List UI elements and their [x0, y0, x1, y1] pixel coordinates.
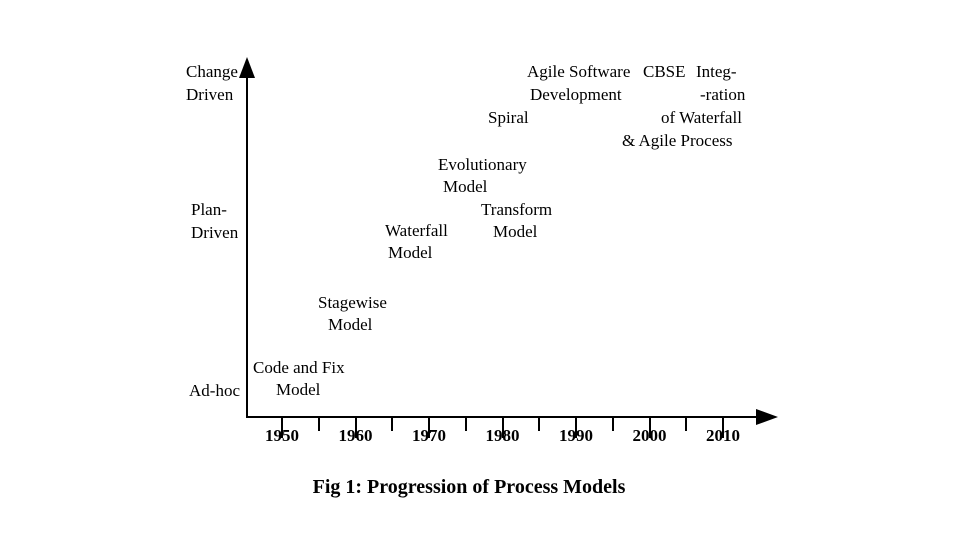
annotation-waterfall-model: Waterfall — [385, 221, 448, 240]
x-axis-tick-label: 1990 — [559, 426, 593, 445]
annotation-cbse: CBSE — [643, 62, 686, 81]
x-axis-minor-tick — [391, 417, 394, 431]
annotation-integration-of-waterfall-and-agile: of Waterfall — [661, 108, 742, 127]
x-axis-tick-label: 1960 — [338, 426, 373, 445]
x-axis-major-tick — [428, 417, 430, 438]
y-axis-label-change-driven: Driven — [186, 85, 234, 104]
annotation-stagewise-model: Model — [328, 315, 373, 334]
annotation-code-and-fix-model: Model — [276, 380, 321, 399]
x-axis-minor-tick — [685, 417, 688, 431]
x-axis-major-tick — [575, 417, 577, 438]
annotation-stagewise-model: Stagewise — [318, 293, 387, 312]
y-axis-label-plan-driven: Driven — [191, 223, 239, 242]
annotation-integration-of-waterfall-and-agile: & Agile Process — [622, 131, 733, 150]
annotation-evolutionary-model: Evolutionary — [438, 155, 527, 174]
x-axis-minor-tick — [317, 417, 320, 431]
annotation-integration-of-waterfall-and-agile: -ration — [700, 85, 746, 104]
y-axis-arrow-icon — [239, 57, 255, 78]
x-axis-major-tick — [648, 417, 651, 438]
x-axis-major-tick — [354, 417, 357, 438]
annotation-agile-software-development: Agile Software — [527, 62, 631, 81]
y-axis-label-ad-hoc: Ad-hoc — [189, 381, 240, 400]
x-axis-minor-tick — [611, 417, 614, 431]
x-axis-minor-tick — [464, 417, 467, 431]
y-axis-label-change-driven: Change — [186, 62, 238, 81]
annotation-spiral: Spiral — [488, 108, 529, 127]
x-axis-major-tick — [281, 417, 283, 438]
y-axis-line — [246, 70, 248, 418]
annotation-integration-of-waterfall-and-agile: Integ- — [696, 62, 737, 81]
x-axis-minor-tick — [538, 417, 541, 431]
x-axis-tick-label: 1950 — [265, 426, 299, 445]
x-axis-arrow-icon — [756, 409, 778, 425]
annotation-evolutionary-model: Model — [443, 177, 488, 196]
annotation-transform-model: Transform — [481, 200, 553, 219]
x-axis-tick-label: 2000 — [632, 426, 667, 445]
annotation-code-and-fix-model: Code and Fix — [253, 358, 345, 377]
annotation-transform-model: Model — [493, 222, 538, 241]
x-axis-tick-label: 1970 — [412, 426, 446, 445]
y-axis-label-plan-driven: Plan- — [191, 200, 227, 219]
x-axis-major-tick — [501, 417, 504, 438]
annotation-waterfall-model: Model — [388, 243, 433, 262]
figure-caption: Fig 1: Progression of Process Models — [312, 476, 626, 498]
x-axis-major-tick — [722, 417, 724, 438]
annotation-agile-software-development: Development — [530, 85, 622, 104]
x-axis-tick-label: 1980 — [485, 426, 520, 445]
x-axis-tick-label: 2010 — [706, 426, 740, 445]
